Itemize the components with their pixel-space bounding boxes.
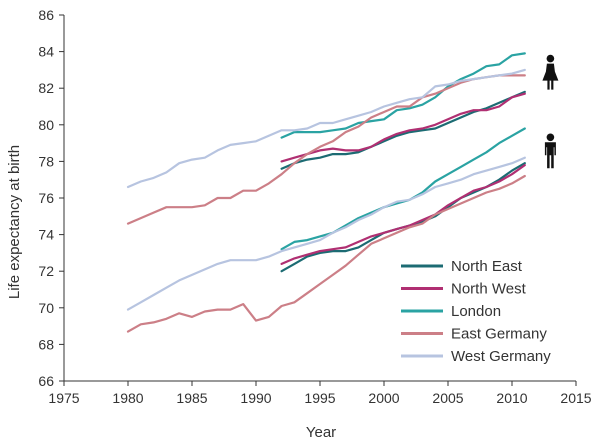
legend-item: North West xyxy=(401,281,527,298)
y-axis-title: Life expectancy at birth xyxy=(6,145,23,299)
x-tick-label: 1975 xyxy=(48,390,79,406)
series-line-west-germany-female xyxy=(126,68,526,189)
legend-item: North East xyxy=(401,258,523,275)
x-tick-label: 1995 xyxy=(304,390,335,406)
y-tick-label: 72 xyxy=(38,263,54,279)
y-tick-label: 66 xyxy=(38,373,54,389)
series-line-east-germany-female xyxy=(126,74,526,225)
legend-item: West Germany xyxy=(401,348,551,365)
legend-label: West Germany xyxy=(451,348,551,365)
x-tick-label: 1980 xyxy=(112,390,143,406)
legend-label: North East xyxy=(451,258,523,275)
legend-label: London xyxy=(451,303,501,320)
series-line-north-west-male xyxy=(280,164,526,265)
legend-item: East Germany xyxy=(401,326,547,343)
x-tick-label: 1990 xyxy=(240,390,271,406)
y-tick-label: 74 xyxy=(38,227,54,243)
female-figure-icon xyxy=(542,54,559,90)
series-line-north-east-female xyxy=(280,90,526,170)
y-tick-label: 86 xyxy=(38,7,54,23)
legend: North East North West London East Germany We… xyxy=(401,258,551,365)
sex-icons xyxy=(542,54,559,169)
series-line-east-germany-male xyxy=(126,174,526,333)
x-tick-label: 2010 xyxy=(496,390,527,406)
y-tick-label: 76 xyxy=(38,190,54,206)
y-tick-label: 70 xyxy=(38,300,54,316)
y-tick-label: 84 xyxy=(38,44,54,60)
legend-label: North West xyxy=(451,281,527,298)
legend-label: East Germany xyxy=(451,326,547,343)
x-ticks: 1975 1980 1985 1990 1995 2000 2005 2010 2015 xyxy=(48,381,592,406)
x-tick-label: 1985 xyxy=(176,390,207,406)
x-axis-title: Year xyxy=(306,424,336,441)
series-line-north-west-female xyxy=(280,92,526,163)
y-tick-label: 82 xyxy=(38,80,54,96)
x-tick-label: 2005 xyxy=(432,390,463,406)
legend-item: London xyxy=(401,303,501,320)
series-line-west-germany-male xyxy=(126,156,526,311)
series-lines xyxy=(126,52,526,333)
y-tick-label: 80 xyxy=(38,117,54,133)
series-line-north-east-male xyxy=(280,162,526,273)
y-ticks: 66 68 70 72 74 76 78 80 82 84 86 xyxy=(38,7,64,389)
male-figure-icon xyxy=(544,133,556,169)
x-tick-label: 2000 xyxy=(368,390,399,406)
x-tick-label: 2015 xyxy=(560,390,591,406)
y-tick-label: 78 xyxy=(38,153,54,169)
y-tick-label: 68 xyxy=(38,336,54,352)
series-line-london-female xyxy=(280,52,526,139)
